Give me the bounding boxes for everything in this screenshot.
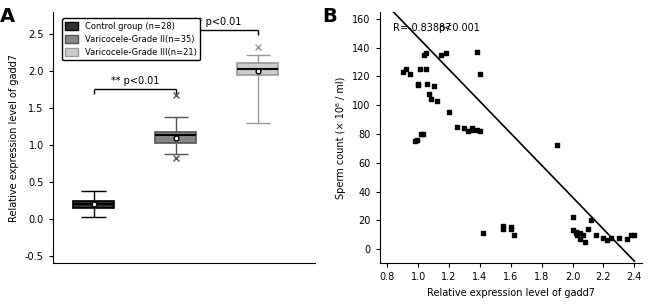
Point bbox=[410, 139, 421, 144]
Point bbox=[583, 227, 593, 231]
Text: B: B bbox=[322, 7, 337, 26]
Point bbox=[417, 131, 428, 136]
Point bbox=[462, 129, 473, 134]
Point bbox=[586, 218, 596, 223]
Point bbox=[428, 84, 439, 89]
Point bbox=[436, 52, 447, 57]
Bar bbox=[155, 132, 196, 143]
Point bbox=[452, 124, 462, 129]
Text: ** p<0.01: ** p<0.01 bbox=[111, 77, 159, 86]
Point bbox=[419, 52, 430, 57]
Point bbox=[629, 232, 640, 237]
Text: p<0.001: p<0.001 bbox=[438, 23, 480, 33]
Point bbox=[400, 67, 411, 72]
Point bbox=[413, 83, 423, 88]
X-axis label: Relative expression level of gadd7: Relative expression level of gadd7 bbox=[427, 288, 595, 298]
Point bbox=[606, 235, 616, 240]
Point bbox=[467, 126, 477, 131]
Point bbox=[416, 131, 426, 136]
Point bbox=[421, 67, 431, 72]
Point bbox=[474, 71, 485, 76]
Point bbox=[432, 99, 442, 103]
Point bbox=[506, 225, 516, 230]
Point bbox=[575, 231, 586, 236]
Point bbox=[413, 81, 423, 86]
Text: R=-0.83887: R=-0.83887 bbox=[393, 23, 452, 33]
Point bbox=[575, 237, 586, 242]
Point bbox=[498, 227, 508, 231]
Point bbox=[474, 129, 485, 134]
Bar bbox=[237, 63, 278, 75]
Point bbox=[478, 231, 488, 236]
Point bbox=[509, 232, 519, 237]
Point bbox=[422, 81, 433, 86]
Y-axis label: Sperm count (× 10⁶ / ml): Sperm count (× 10⁶ / ml) bbox=[337, 76, 346, 199]
Point bbox=[421, 51, 431, 56]
Point bbox=[601, 238, 612, 243]
Point bbox=[444, 110, 454, 115]
Point bbox=[567, 228, 578, 233]
Point bbox=[552, 143, 562, 148]
Point bbox=[460, 126, 470, 131]
Point bbox=[498, 224, 508, 228]
Point bbox=[506, 227, 516, 231]
Point bbox=[424, 91, 434, 96]
Point bbox=[614, 235, 624, 240]
Point bbox=[472, 49, 482, 54]
Point bbox=[571, 231, 581, 236]
Legend: Control group (n=28), Varicocele-Grade II(n=35), Varicocele-Grade III(n=21): Control group (n=28), Varicocele-Grade I… bbox=[62, 18, 200, 60]
Point bbox=[591, 232, 601, 237]
Point bbox=[415, 67, 425, 72]
Point bbox=[472, 127, 482, 132]
Text: ** p<0.01: ** p<0.01 bbox=[192, 17, 241, 27]
Point bbox=[572, 232, 582, 237]
Point bbox=[425, 97, 436, 102]
Point bbox=[578, 232, 589, 237]
Point bbox=[598, 235, 608, 240]
Point bbox=[621, 237, 632, 242]
Point bbox=[567, 215, 578, 220]
Bar bbox=[73, 200, 114, 208]
Point bbox=[405, 71, 415, 76]
Y-axis label: Relative expression level of gadd7: Relative expression level of gadd7 bbox=[9, 54, 20, 221]
Point bbox=[571, 229, 581, 234]
Point bbox=[467, 127, 477, 132]
Point bbox=[398, 70, 408, 74]
Point bbox=[626, 232, 636, 237]
Text: A: A bbox=[0, 7, 16, 26]
Point bbox=[580, 239, 590, 244]
Point bbox=[411, 137, 422, 142]
Point bbox=[441, 51, 451, 56]
